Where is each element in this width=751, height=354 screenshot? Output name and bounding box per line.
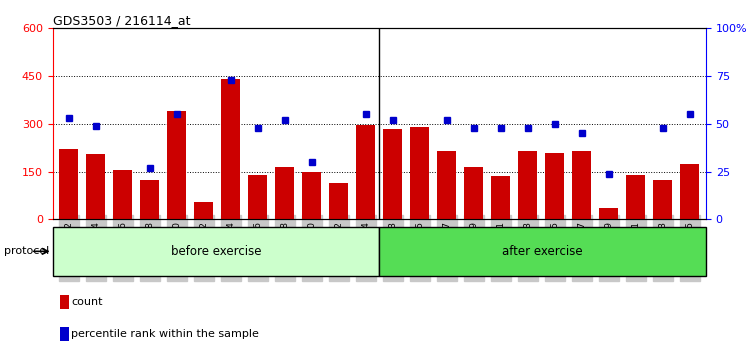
Bar (356, 126, 376, 219)
Bar (464, 167, 483, 219)
Bar (653, 179, 672, 219)
Bar (626, 175, 645, 219)
Text: count: count (71, 297, 103, 307)
Text: after exercise: after exercise (502, 245, 583, 258)
Bar (491, 176, 510, 219)
Bar (329, 183, 348, 219)
Bar (383, 129, 403, 219)
Bar (59, 149, 78, 219)
Bar (140, 179, 159, 219)
Bar (167, 111, 186, 219)
Text: GDS3503 / 216114_at: GDS3503 / 216114_at (53, 14, 190, 27)
Bar (113, 170, 132, 219)
Text: before exercise: before exercise (170, 245, 261, 258)
Bar (599, 208, 618, 219)
Bar (195, 202, 213, 219)
Bar (379, 227, 706, 276)
Text: protocol: protocol (4, 246, 49, 256)
Bar (53, 227, 379, 276)
Bar (437, 151, 456, 219)
Bar (680, 164, 699, 219)
Bar (222, 79, 240, 219)
Text: percentile rank within the sample: percentile rank within the sample (71, 329, 259, 339)
Bar (545, 153, 564, 219)
Bar (303, 172, 321, 219)
Bar (518, 151, 537, 219)
Bar (410, 127, 430, 219)
Bar (249, 175, 267, 219)
Bar (86, 154, 105, 219)
Bar (276, 167, 294, 219)
Bar (572, 151, 591, 219)
